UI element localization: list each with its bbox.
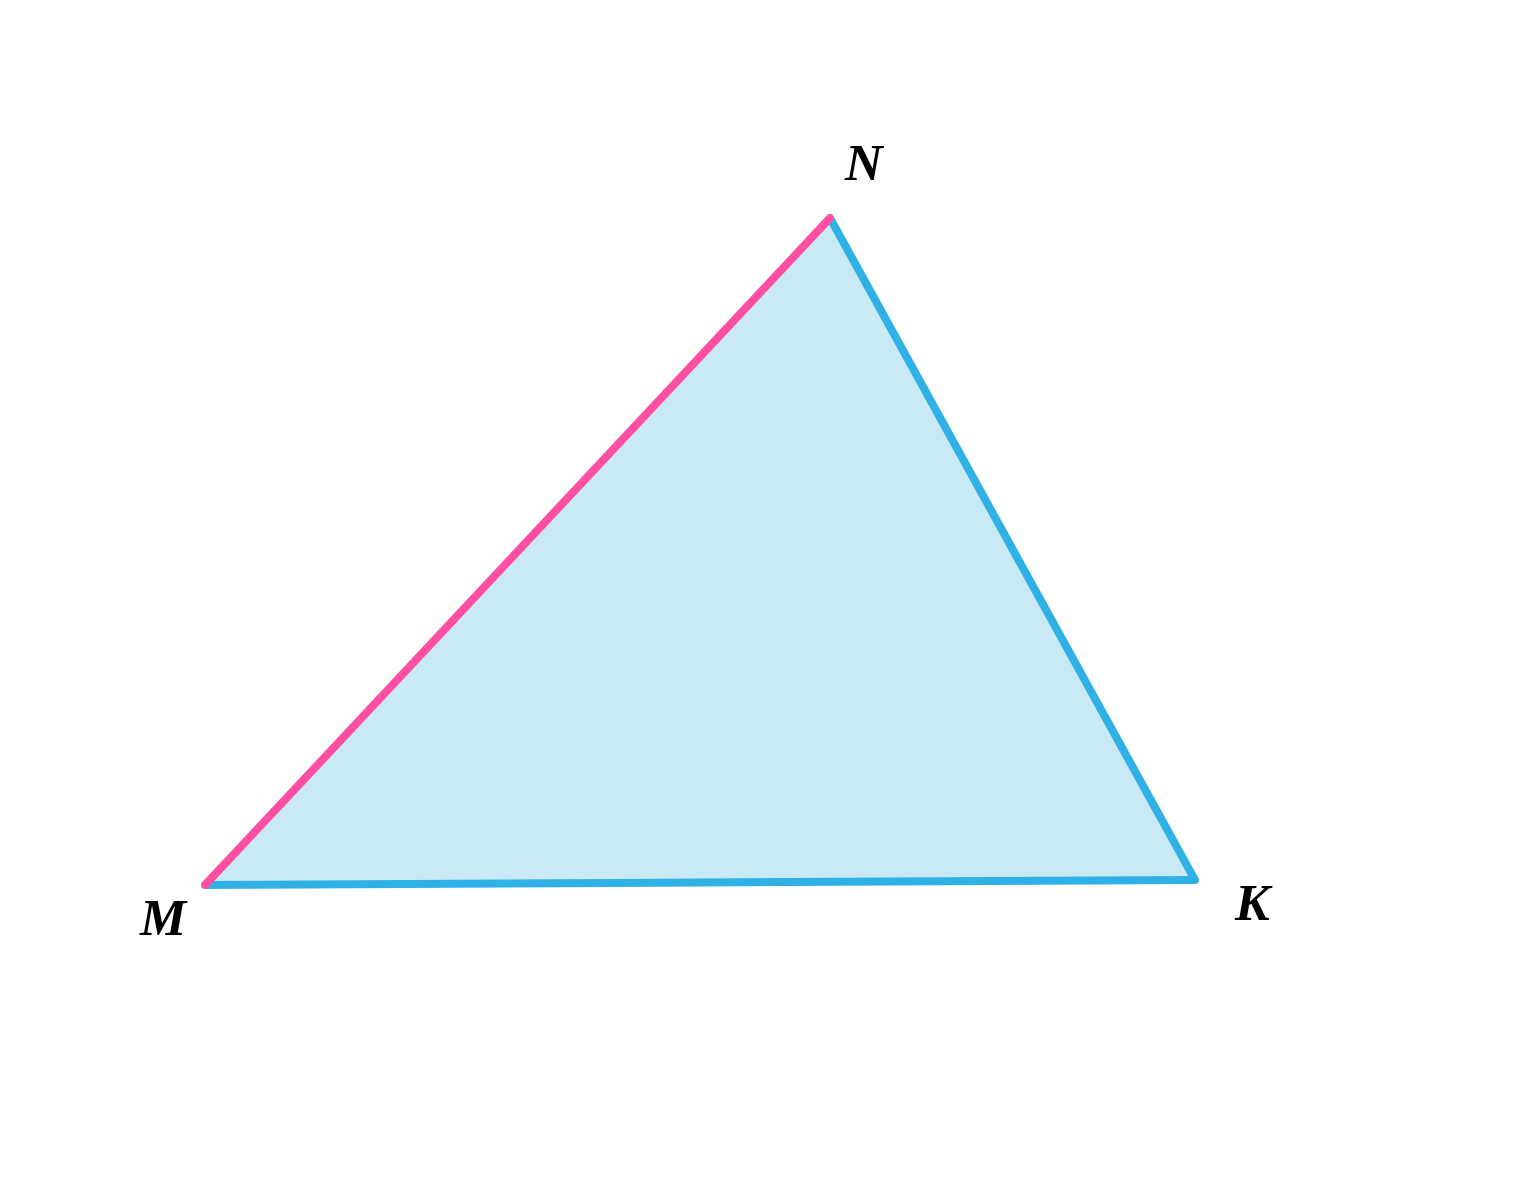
edge-M-K [205, 880, 1195, 885]
vertex-label-M: M [139, 890, 188, 947]
vertex-label-N: N [844, 135, 885, 192]
vertex-label-K: K [1234, 875, 1273, 932]
triangle-diagram: M N K [0, 0, 1536, 1179]
